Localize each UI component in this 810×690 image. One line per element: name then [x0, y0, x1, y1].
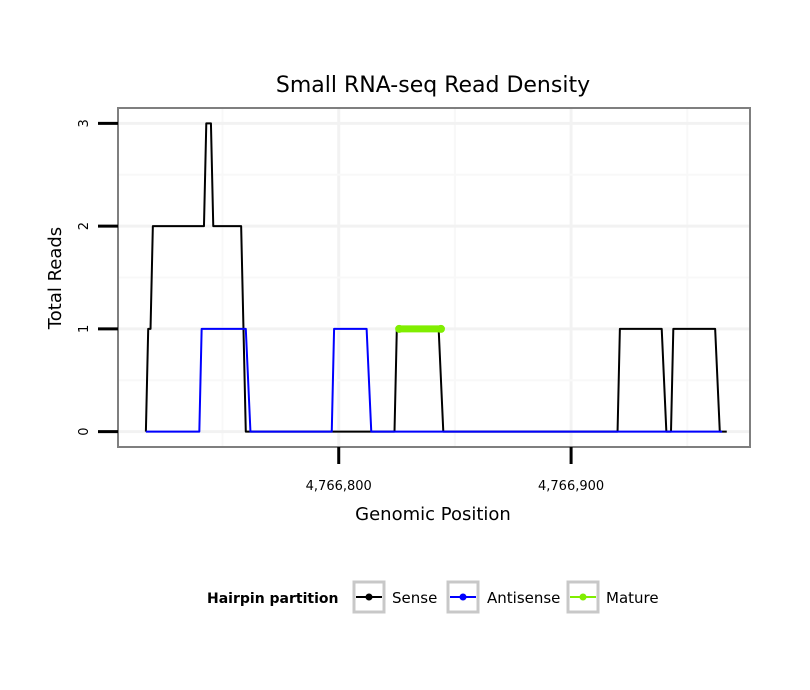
legend-key-antisense — [446, 580, 480, 614]
chart-title: Small RNA-seq Read Density — [276, 73, 590, 98]
legend-label-sense: Sense — [392, 589, 437, 607]
y-tick-label: 0 — [77, 427, 92, 435]
legend-label-mature: Mature — [606, 589, 659, 607]
axes: 4,766,800 4,766,900 0 1 2 3 — [77, 119, 604, 494]
legend-label-antisense: Antisense — [487, 589, 560, 607]
legend-key-mature — [566, 580, 600, 614]
mature-point — [395, 324, 404, 333]
y-axis-title: Total Reads — [45, 227, 66, 330]
legend: Hairpin partition Sense Antisense Mature — [207, 580, 659, 614]
legend-key-sense — [352, 580, 386, 614]
x-axis-title: Genomic Position — [355, 504, 511, 525]
y-tick-label: 2 — [77, 222, 92, 230]
x-tick-label: 4,766,800 — [306, 479, 372, 494]
series-line-antisense — [145, 327, 723, 433]
series-line-sense — [144, 122, 727, 433]
y-tick-label: 3 — [77, 119, 92, 127]
x-tick-label: 4,766,900 — [538, 479, 604, 494]
plot-panel-border — [117, 107, 751, 448]
mature-point — [436, 324, 445, 333]
series-lines — [144, 122, 727, 433]
y-tick-label: 1 — [77, 325, 92, 333]
legend-title: Hairpin partition — [207, 591, 338, 607]
